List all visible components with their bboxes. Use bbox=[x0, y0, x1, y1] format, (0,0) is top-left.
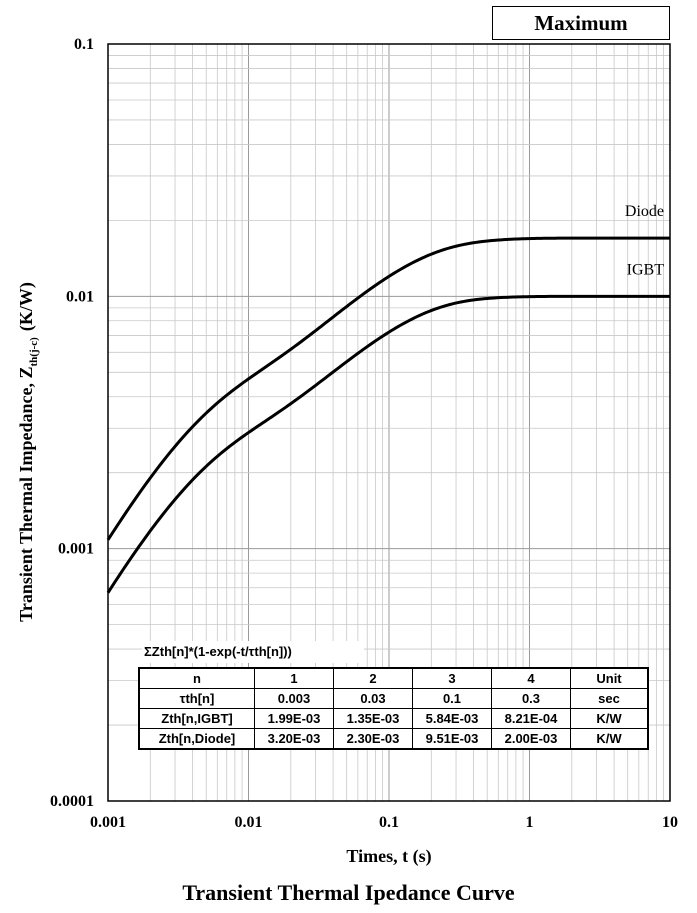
table-cell: Zth[n,Diode] bbox=[138, 728, 255, 750]
y-tick-label: 0.001 bbox=[58, 541, 94, 558]
table-header-cell: 1 bbox=[254, 667, 334, 689]
table-cell: 0.3 bbox=[491, 688, 571, 709]
table-header-cell: Unit bbox=[570, 667, 649, 689]
diode-label: Diode bbox=[625, 203, 664, 220]
table-header-row: n 1 2 3 4 Unit bbox=[138, 667, 649, 689]
table-header-cell: n bbox=[138, 667, 255, 689]
y-axis-title-main: Transient Thermal Impedance, Z bbox=[16, 366, 36, 621]
formula-label: ΣZth[n]*(1-exp(-t/τth[n])) bbox=[142, 641, 364, 663]
table-cell: K/W bbox=[570, 708, 649, 729]
table-cell: 2.30E-03 bbox=[333, 728, 413, 750]
curves bbox=[106, 236, 670, 594]
x-tick-label: 10 bbox=[662, 814, 678, 831]
plot-frame bbox=[107, 43, 671, 802]
igbt-curve bbox=[106, 294, 670, 594]
y-tick-labels: 0.0001 0.001 0.01 0.1 bbox=[50, 36, 94, 810]
y-axis-title-subscript: th(j-c) bbox=[28, 337, 40, 367]
x-tick-label: 0.001 bbox=[90, 814, 126, 831]
table-cell: 2.00E-03 bbox=[491, 728, 571, 750]
maximum-label: Maximum bbox=[534, 10, 628, 35]
table-header-cell: 4 bbox=[491, 667, 571, 689]
table-cell: 1.99E-03 bbox=[254, 708, 334, 729]
table-cell: 0.003 bbox=[254, 688, 334, 709]
table-cell: τth[n] bbox=[138, 688, 255, 709]
y-tick-label: 0.0001 bbox=[50, 793, 94, 810]
maximum-label-box: Maximum bbox=[492, 6, 670, 40]
parameter-table: n 1 2 3 4 Unit τth[n] 0.003 0.03 0.1 0.3… bbox=[138, 667, 649, 750]
table-cell: sec bbox=[570, 688, 649, 709]
igbt-label: IGBT bbox=[627, 261, 665, 278]
x-axis-title: Times, t (s) bbox=[346, 846, 431, 867]
table-cell: K/W bbox=[570, 728, 649, 750]
table-cell: 1.35E-03 bbox=[333, 708, 413, 729]
table-cell: 0.03 bbox=[333, 688, 413, 709]
table-header-cell: 3 bbox=[412, 667, 492, 689]
y-tick-label: 0.1 bbox=[74, 36, 94, 53]
figure-caption: Transient Thermal Ipedance Curve bbox=[182, 880, 515, 905]
diode-curve bbox=[106, 236, 670, 541]
x-tick-label: 0.1 bbox=[379, 814, 399, 831]
x-tick-label: 1 bbox=[526, 814, 534, 831]
x-tick-label: 0.01 bbox=[235, 814, 263, 831]
table-row: τth[n] 0.003 0.03 0.1 0.3 sec bbox=[138, 688, 649, 709]
table-row: Zth[n,Diode] 3.20E-03 2.30E-03 9.51E-03 … bbox=[138, 728, 649, 750]
series-labels: Diode IGBT bbox=[625, 203, 664, 278]
y-axis-title: Transient Thermal Impedance, Zth(j-c) (K/… bbox=[16, 282, 40, 622]
y-tick-label: 0.01 bbox=[66, 288, 94, 305]
table-cell: 5.84E-03 bbox=[412, 708, 492, 729]
y-axis-title-unit: (K/W) bbox=[16, 282, 37, 331]
x-tick-labels: 0.001 0.01 0.1 1 10 bbox=[90, 814, 678, 831]
table-cell: Zth[n,IGBT] bbox=[138, 708, 255, 729]
table-cell: 0.1 bbox=[412, 688, 492, 709]
table-cell: 3.20E-03 bbox=[254, 728, 334, 750]
table-header-cell: 2 bbox=[333, 667, 413, 689]
table-cell: 9.51E-03 bbox=[412, 728, 492, 750]
table-row: Zth[n,IGBT] 1.99E-03 1.35E-03 5.84E-03 8… bbox=[138, 708, 649, 729]
table-cell: 8.21E-04 bbox=[491, 708, 571, 729]
